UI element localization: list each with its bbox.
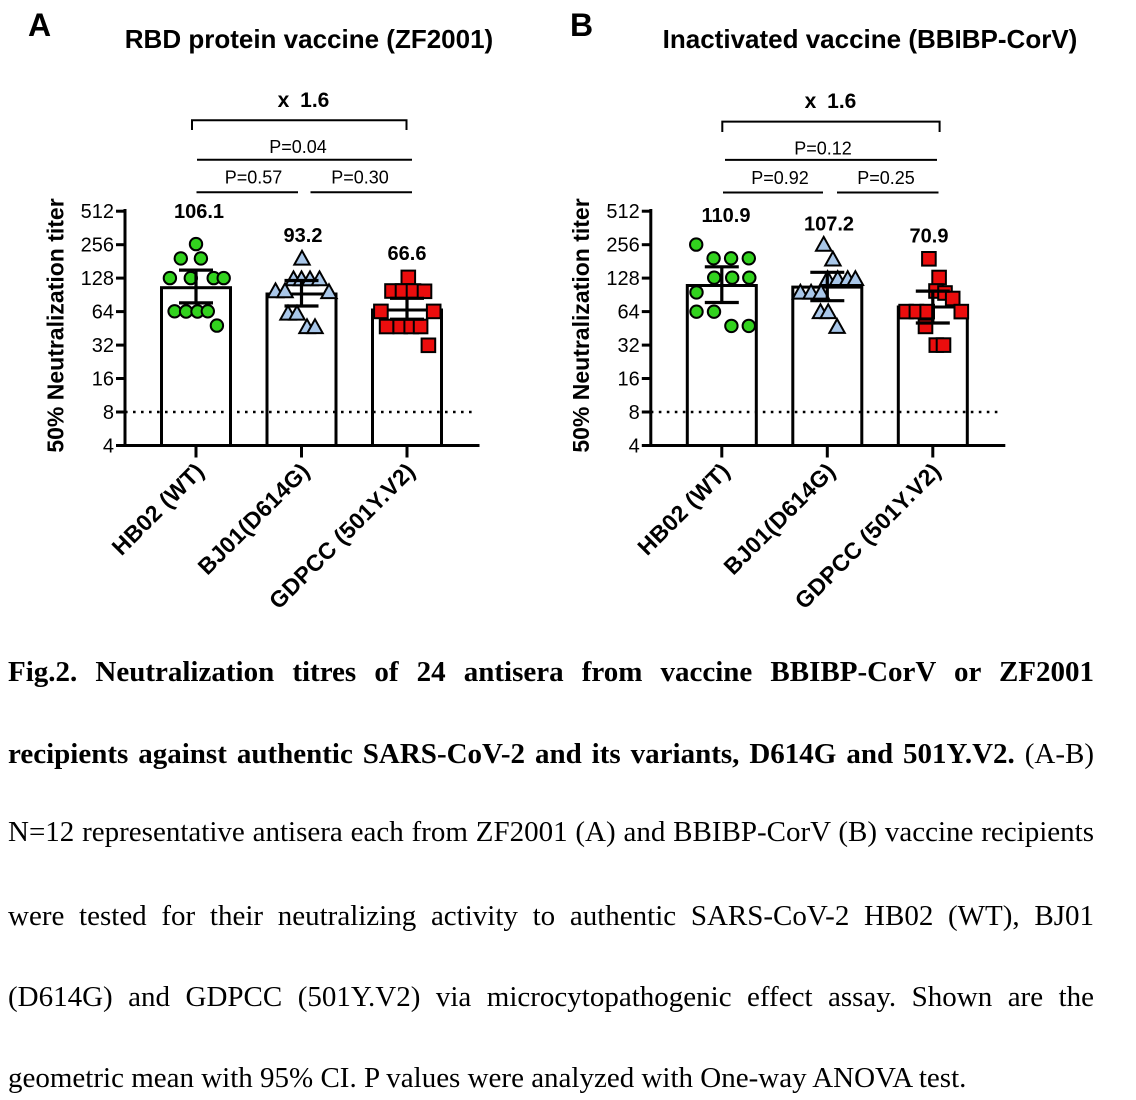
svg-text:P=0.04: P=0.04 (269, 137, 327, 157)
svg-text:64: 64 (618, 302, 640, 324)
svg-text:106.1: 106.1 (174, 201, 224, 223)
svg-text:P=0.12: P=0.12 (794, 139, 852, 159)
svg-text:8: 8 (629, 402, 640, 424)
svg-text:4: 4 (629, 436, 640, 458)
svg-text:HB02 (WT): HB02 (WT) (107, 458, 210, 561)
svg-text:93.2: 93.2 (284, 225, 323, 247)
svg-text:P=0.25: P=0.25 (857, 168, 915, 188)
svg-text:HB02 (WT): HB02 (WT) (632, 458, 735, 561)
svg-text:110.9: 110.9 (702, 205, 751, 227)
svg-text:4: 4 (103, 436, 114, 458)
svg-text:128: 128 (606, 268, 639, 290)
svg-text:70.9: 70.9 (910, 226, 949, 248)
svg-text:RBD protein vaccine (ZF2001): RBD protein vaccine (ZF2001) (125, 24, 493, 54)
svg-text:256: 256 (81, 235, 114, 257)
svg-text:16: 16 (92, 369, 114, 391)
svg-text:512: 512 (81, 201, 114, 223)
svg-text:66.6: 66.6 (388, 243, 427, 265)
svg-text:P=0.92: P=0.92 (751, 168, 809, 188)
svg-text:16: 16 (618, 369, 640, 391)
svg-text:128: 128 (81, 268, 114, 290)
svg-text:512: 512 (606, 201, 639, 223)
svg-text:BJ01(D614G): BJ01(D614G) (193, 458, 315, 580)
svg-text:64: 64 (92, 302, 114, 324)
svg-text:107.2: 107.2 (804, 214, 854, 236)
svg-text:256: 256 (606, 235, 639, 257)
svg-text:50% Neutralization titer: 50% Neutralization titer (43, 198, 69, 452)
svg-text:B: B (570, 7, 593, 43)
svg-text:32: 32 (618, 335, 640, 357)
svg-text:A: A (28, 7, 51, 43)
svg-text:8: 8 (103, 402, 114, 424)
svg-text:x 1.6: x 1.6 (805, 90, 857, 113)
svg-text:x 1.6: x 1.6 (278, 89, 330, 112)
svg-text:Inactivated vaccine (BBIBP-Cor: Inactivated vaccine (BBIBP-CorV) (663, 24, 1078, 54)
svg-text:BJ01(D614G): BJ01(D614G) (718, 458, 840, 580)
svg-text:P=0.30: P=0.30 (331, 168, 389, 188)
svg-text:P=0.57: P=0.57 (225, 168, 283, 188)
svg-text:32: 32 (92, 335, 114, 357)
svg-text:50% Neutralization titer: 50% Neutralization titer (568, 198, 594, 452)
